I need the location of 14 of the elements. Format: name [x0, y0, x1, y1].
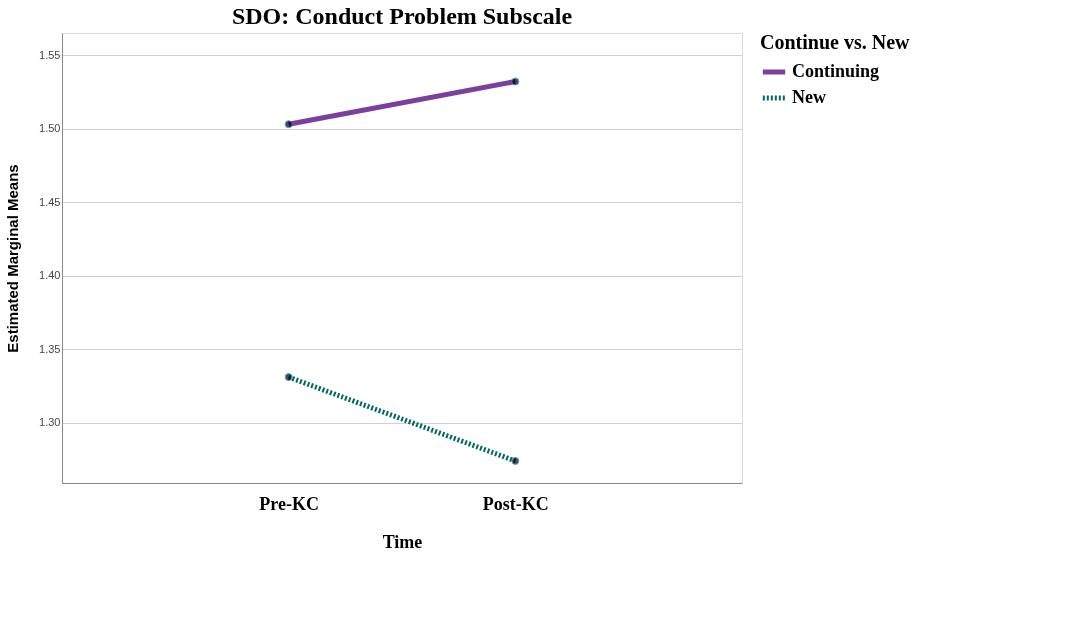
y-tick-label: 1.50 [39, 122, 61, 135]
y-tick-label: 1.35 [39, 342, 61, 355]
y-tick-label: 1.45 [39, 195, 61, 208]
chart-title: SDO: Conduct Problem Subscale [231, 3, 573, 29]
x-tick-label: Pre-KC [259, 493, 319, 514]
y-tick-label: 1.40 [39, 269, 61, 282]
y-tick-label: 1.30 [39, 416, 61, 429]
y-tick-label: 1.55 [39, 48, 61, 61]
x-axis-title: Time [382, 531, 423, 552]
legend-label: New [792, 87, 826, 107]
y-axis-title: Estimated Marginal Means [4, 164, 22, 353]
legend-title: Continue vs. New [760, 31, 911, 53]
x-tick-label: Post-KC [482, 493, 549, 514]
legend-label: Continuing [792, 61, 880, 81]
